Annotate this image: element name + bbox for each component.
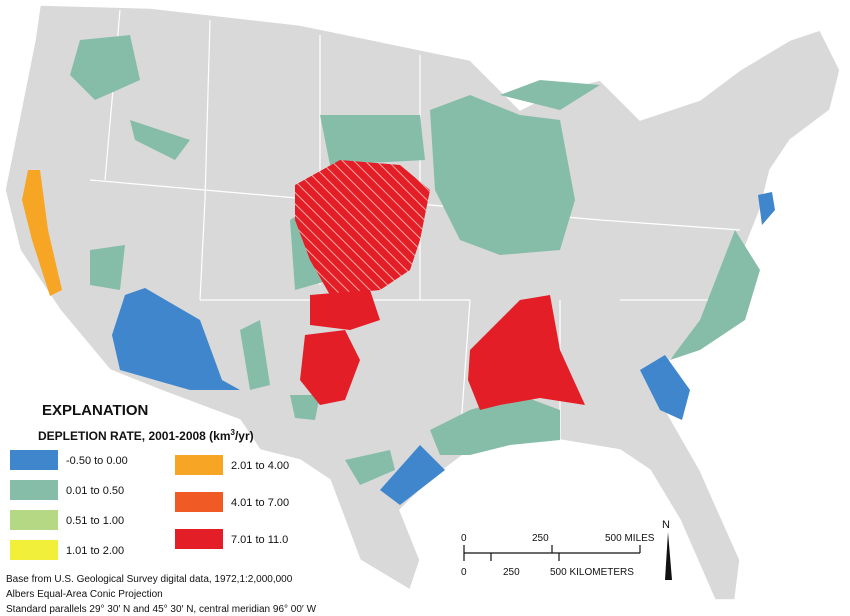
- scale-bar: [463, 545, 641, 561]
- credit-line: Base from U.S. Geological Survey digital…: [6, 574, 293, 585]
- scale-label: 0: [461, 533, 467, 544]
- legend-subtitle-sup: 3: [231, 428, 236, 437]
- legend-swatch: [175, 492, 223, 512]
- legend-subtitle: DEPLETION RATE, 2001-2008 (km3/yr): [38, 428, 254, 443]
- scale-label: 500 MILES: [605, 533, 655, 544]
- legend-label: -0.50 to 0.00: [66, 455, 128, 467]
- legend-label: 1.01 to 2.00: [66, 545, 124, 557]
- legend-label: 4.01 to 7.00: [231, 497, 289, 509]
- legend-subtitle-text: DEPLETION RATE, 2001-2008 (km: [38, 429, 231, 443]
- legend-label: 0.51 to 1.00: [66, 515, 124, 527]
- north-label: N: [662, 519, 670, 531]
- legend-label: 0.01 to 0.50: [66, 485, 124, 497]
- credit-line: Standard parallels 29° 30′ N and 45° 30′…: [6, 604, 317, 615]
- legend-swatch: [175, 529, 223, 549]
- scale-label: 500 KILOMETERS: [550, 567, 634, 578]
- north-arrow: [665, 532, 672, 580]
- legend-label: 7.01 to 11.0: [231, 534, 288, 546]
- legend-label: 2.01 to 4.00: [231, 460, 289, 472]
- scale-label: 0: [461, 567, 467, 578]
- legend-subtitle-text: /yr): [235, 429, 254, 443]
- aquifer-regions: [22, 35, 775, 505]
- credit-line: Albers Equal-Area Conic Projection: [6, 589, 163, 600]
- scale-label: 250: [532, 533, 549, 544]
- legend-swatch: [175, 455, 223, 475]
- scale-label: 250: [503, 567, 520, 578]
- legend-swatch: [10, 540, 58, 560]
- us-outline: [4, 4, 841, 601]
- legend: -0.50 to 0.00 0.01 to 0.50 0.51 to 1.00 1.0…: [10, 450, 289, 560]
- legend-swatch: [10, 450, 58, 470]
- legend-swatch: [10, 510, 58, 530]
- legend-swatch: [10, 480, 58, 500]
- legend-title: EXPLANATION: [42, 402, 148, 419]
